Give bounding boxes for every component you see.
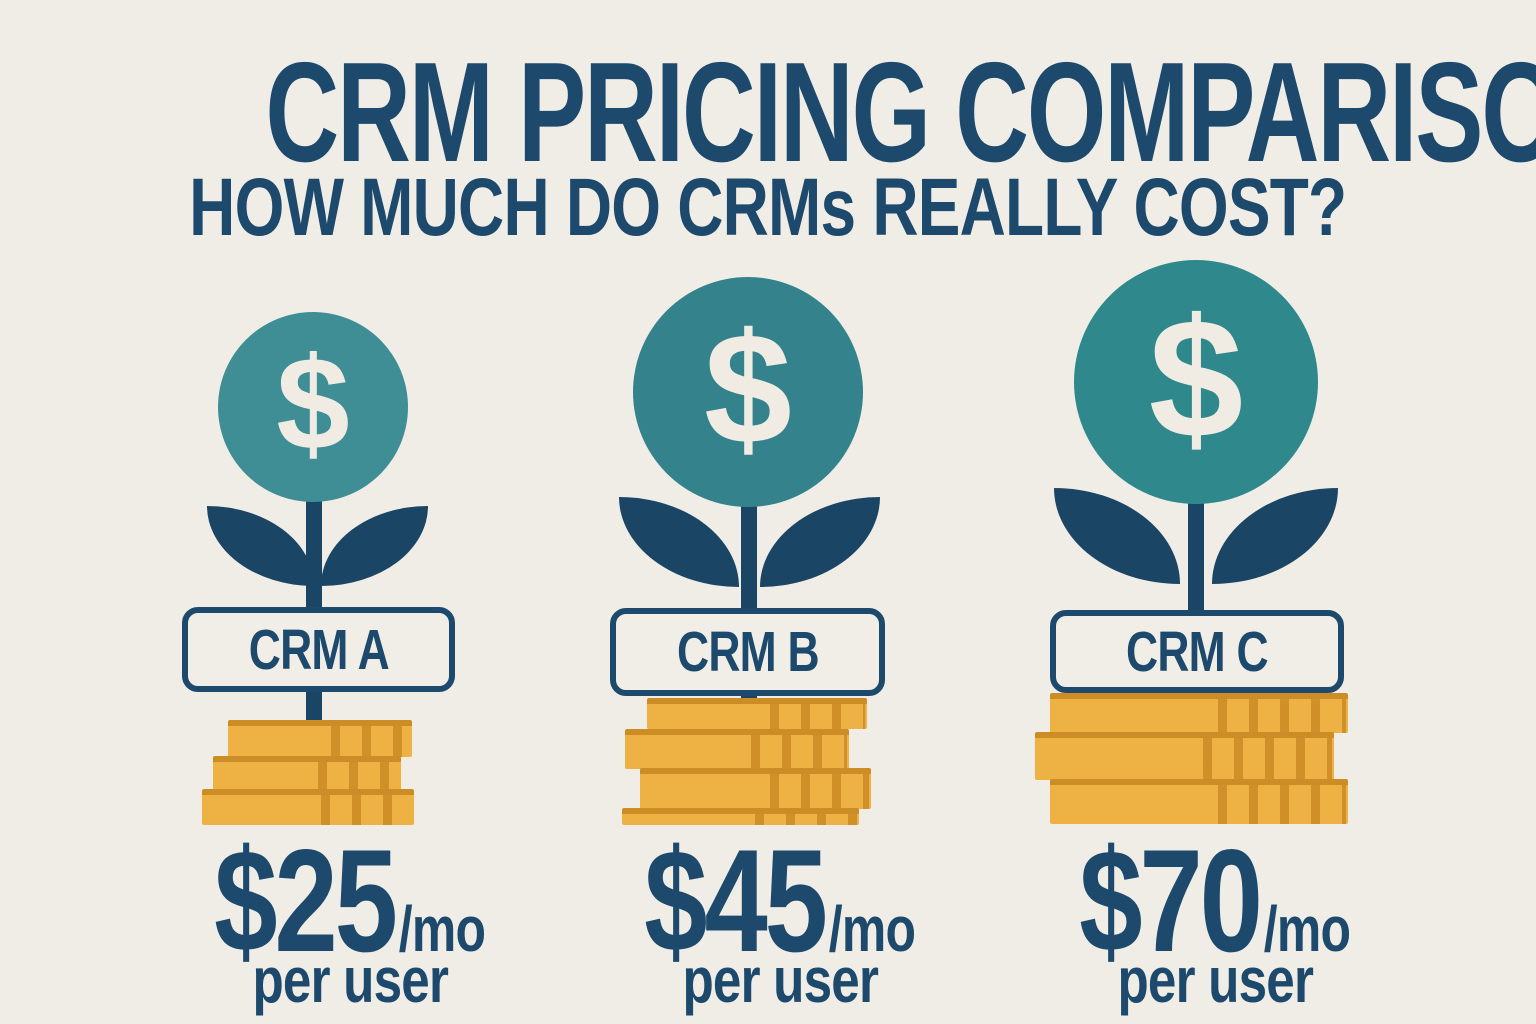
coin-row bbox=[1050, 693, 1348, 733]
price-period: /mo bbox=[829, 893, 916, 965]
page-subtitle: HOW MUCH DO CRMs REALLY COST? bbox=[189, 162, 1347, 253]
leaf-left-icon bbox=[207, 506, 314, 586]
price-per-user: per user bbox=[682, 944, 878, 1016]
dollar-coin-circle: $ bbox=[1074, 260, 1318, 504]
crm-label: CRM B bbox=[676, 620, 820, 684]
per-user-row: per user bbox=[1015, 948, 1415, 1012]
leaf-left-icon bbox=[1054, 488, 1180, 584]
page-title: CRM PRICING COMPARISON bbox=[265, 33, 1536, 192]
per-user-row: per user bbox=[150, 948, 550, 1012]
price-period: /mo bbox=[399, 893, 486, 965]
price-value: $25 bbox=[214, 819, 399, 982]
crm-label: CRM A bbox=[248, 617, 389, 682]
dollar-sign-icon: $ bbox=[1148, 284, 1244, 474]
price-period: /mo bbox=[1264, 893, 1351, 965]
price-value: $70 bbox=[1079, 819, 1264, 982]
crm-label-box: CRM B bbox=[610, 608, 885, 696]
price-per-user: per user bbox=[252, 944, 448, 1016]
coin-row bbox=[640, 768, 871, 809]
price-line: $25/mo bbox=[215, 828, 487, 974]
dollar-coin-circle: $ bbox=[218, 312, 408, 502]
price-line: $45/mo bbox=[645, 828, 917, 974]
coin-row bbox=[625, 729, 849, 769]
coin-row bbox=[1035, 732, 1334, 780]
price-block: $25/mo per user bbox=[150, 828, 550, 1013]
price-block: $45/mo per user bbox=[580, 828, 980, 1013]
leaf-left-icon bbox=[619, 497, 739, 587]
coin-row bbox=[1050, 779, 1348, 824]
coin-row bbox=[622, 808, 859, 825]
title-row: CRM PRICING COMPARISON bbox=[0, 42, 1536, 184]
dollar-sign-icon: $ bbox=[276, 330, 350, 477]
leaf-right-icon bbox=[1212, 488, 1338, 584]
price-per-user: per user bbox=[1117, 944, 1313, 1016]
coin-row bbox=[228, 720, 412, 757]
crm-label-box: CRM C bbox=[1050, 610, 1344, 693]
dollar-coin-circle: $ bbox=[633, 277, 863, 507]
price-block: $70/mo per user bbox=[1015, 828, 1415, 1013]
price-line: $70/mo bbox=[1080, 828, 1352, 974]
coin-row bbox=[213, 756, 401, 790]
leaf-right-icon bbox=[760, 497, 880, 587]
dollar-sign-icon: $ bbox=[704, 301, 792, 477]
price-value: $45 bbox=[644, 819, 829, 982]
coin-row bbox=[202, 789, 414, 825]
crm-label-box: CRM A bbox=[182, 607, 455, 692]
coin-row bbox=[647, 698, 867, 729]
subtitle-row: HOW MUCH DO CRMs REALLY COST? bbox=[0, 167, 1536, 249]
leaf-right-icon bbox=[321, 506, 428, 586]
per-user-row: per user bbox=[580, 948, 980, 1012]
crm-label: CRM C bbox=[1126, 619, 1269, 684]
